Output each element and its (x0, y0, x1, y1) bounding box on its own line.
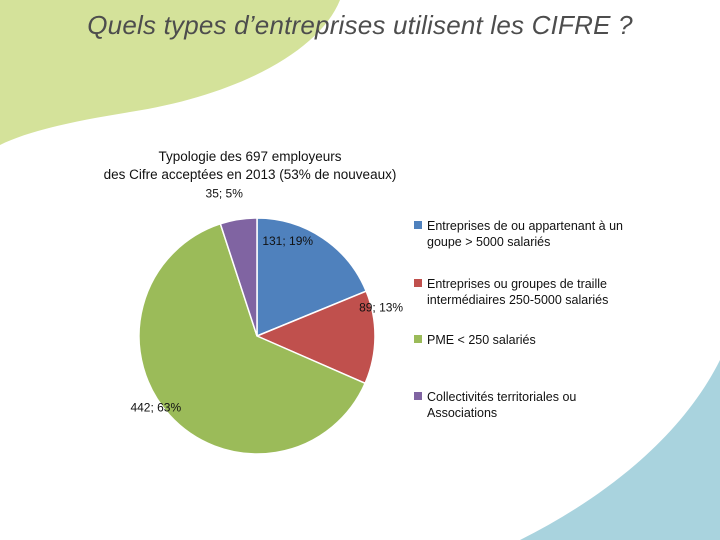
data-label-2: 89; 13% (359, 300, 403, 314)
pie-slice-3 (138, 222, 367, 455)
chart-title-line-2: des Cifre acceptées en 2013 (53% de nouv… (103, 167, 397, 182)
chart-title: Typologie des 697 employeurs des Cifre a… (60, 148, 440, 184)
pie-slice-2 (255, 290, 376, 385)
pie-slice-1 (256, 217, 368, 338)
legend-swatch-1 (414, 221, 422, 229)
data-label-1: 131; 19% (262, 234, 313, 248)
green-swoosh-shape (0, 0, 340, 145)
legend-swatch-2 (414, 279, 422, 287)
slide-title: Quels types d’entreprises utilisent les … (87, 10, 633, 40)
legend-swatch-4 (414, 392, 422, 400)
data-label-4: 35; 5% (206, 187, 244, 201)
blue-swoosh-shape (520, 360, 720, 540)
data-label-3: 442; 63% (130, 401, 181, 415)
legend-label-1: Entreprises de ou appartenant à un goupe… (427, 219, 623, 249)
legend-label-4: Collectivités territoriales ou Associati… (427, 390, 577, 420)
chart-title-line-1: Typologie des 697 employeurs (158, 149, 342, 164)
legend-label-3: PME < 250 salariés (427, 333, 536, 347)
pie-slice-4 (219, 217, 258, 337)
legend-swatch-3 (414, 335, 422, 343)
legend-label-2: Entreprises ou groupes de traille interm… (427, 277, 609, 307)
